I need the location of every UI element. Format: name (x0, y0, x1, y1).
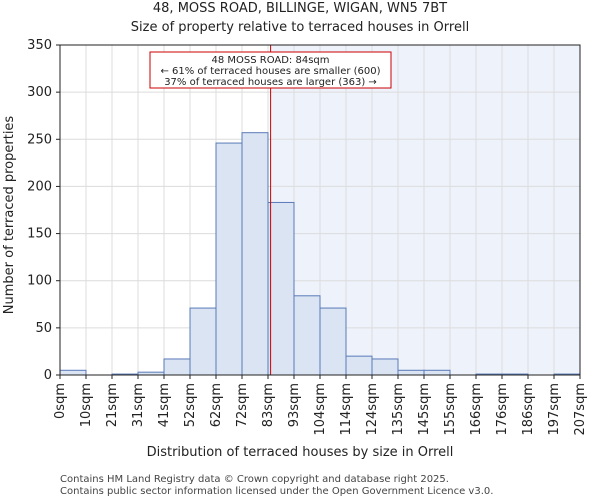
bar (241, 132, 269, 376)
bar (371, 358, 399, 376)
bar (267, 201, 295, 376)
footer-line-1: Contains HM Land Registry data © Crown c… (60, 474, 449, 485)
bar (423, 369, 451, 376)
bar (163, 358, 191, 376)
y-tick-label: 100 (27, 274, 52, 289)
x-tick-label: 114sqm (339, 383, 354, 436)
bars (59, 132, 581, 376)
bar (319, 307, 347, 376)
annotation-line-1: 48 MOSS ROAD: 84sqm (211, 55, 329, 66)
annotation-line-3: 37% of terraced houses are larger (363) … (164, 77, 377, 88)
bar (293, 295, 321, 376)
y-tick-label: 0 (44, 368, 52, 383)
x-tick-label: 197sqm (547, 383, 562, 436)
x-tick-label: 124sqm (365, 383, 380, 436)
bar (345, 355, 373, 376)
x-tick-label: 72sqm (235, 383, 250, 427)
x-tick-label: 186sqm (521, 383, 536, 436)
footer-line-2: Contains public sector information licen… (60, 486, 493, 497)
y-tick-label: 250 (27, 132, 52, 147)
annotation-line-2: ← 61% of terraced houses are smaller (60… (160, 66, 380, 77)
x-tick-label: 41sqm (157, 383, 172, 427)
x-tick-label: 52sqm (183, 383, 198, 427)
x-axis-ticks: 0sqm 10sqm 21sqm 31sqm 41sqm 52sqm 62sqm 72sqm 8… (53, 375, 588, 436)
x-tick-label: 155sqm (443, 383, 458, 436)
x-tick-label: 145sqm (417, 383, 432, 436)
y-axis-ticks: 0 50 100 150 200 250 300 350 (27, 38, 60, 383)
x-tick-label: 62sqm (209, 383, 224, 427)
x-tick-label: 104sqm (313, 383, 328, 436)
x-tick-label: 0sqm (53, 383, 68, 419)
x-tick-label: 207sqm (573, 383, 588, 436)
bar (397, 369, 425, 376)
y-tick-label: 50 (35, 321, 52, 336)
x-tick-label: 93sqm (287, 383, 302, 427)
x-tick-label: 21sqm (105, 383, 120, 427)
x-axis-label: Distribution of terraced houses by size … (147, 445, 454, 460)
bar (215, 142, 243, 376)
y-tick-label: 300 (27, 85, 52, 100)
x-tick-label: 135sqm (391, 383, 406, 436)
x-tick-label: 176sqm (495, 383, 510, 436)
y-tick-label: 150 (27, 227, 52, 242)
property-annotation: 48 MOSS ROAD: 84sqm ← 61% of terraced ho… (149, 51, 392, 89)
chart-title: 48, MOSS ROAD, BILLINGE, WIGAN, WN5 7BT (153, 1, 447, 16)
x-tick-label: 83sqm (261, 383, 276, 427)
bar (59, 369, 87, 376)
chart-subtitle: Size of property relative to terraced ho… (131, 20, 469, 35)
bar (189, 307, 217, 376)
y-tick-label: 350 (27, 38, 52, 53)
y-axis-label: Number of terraced properties (2, 116, 17, 315)
y-tick-label: 200 (27, 179, 52, 194)
x-tick-label: 31sqm (131, 383, 146, 427)
x-tick-label: 166sqm (469, 383, 484, 436)
annotation-box (149, 51, 392, 89)
x-tick-label: 10sqm (79, 383, 94, 427)
